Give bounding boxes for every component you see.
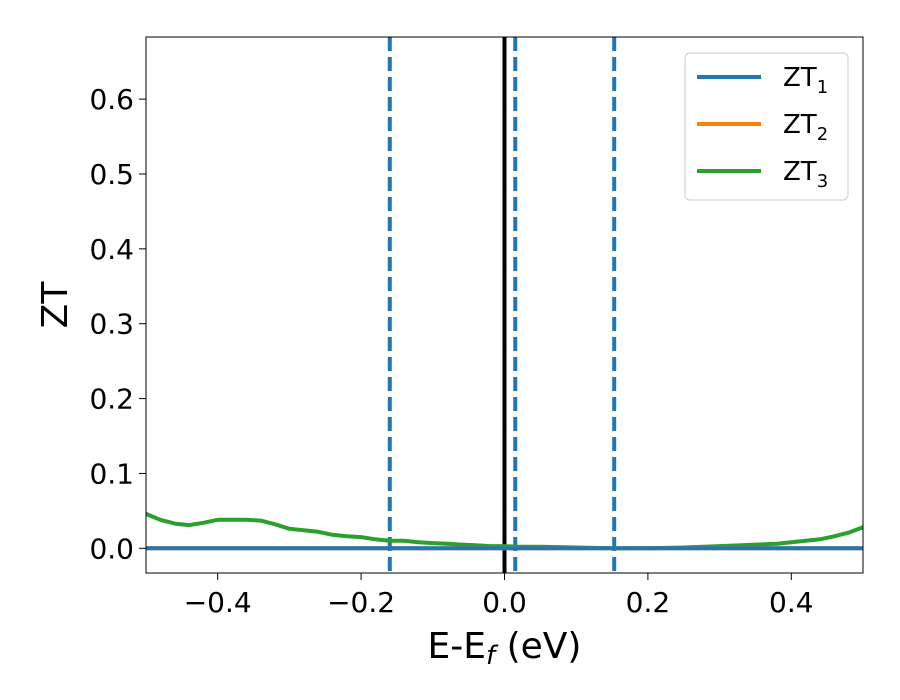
legend: ZT1 ZT2 ZT3 (684, 52, 849, 201)
x-tick-label: −0.4 (184, 586, 252, 619)
x-axis-title: E-Ef (eV) (428, 626, 582, 671)
legend-label-zt2: ZT2 (783, 110, 828, 145)
x-tick-label: 0.4 (769, 586, 814, 619)
y-axis-title: ZT (35, 281, 76, 329)
x-axis-title-main: E-E (428, 626, 486, 667)
x-tick-label: 0.2 (626, 586, 671, 619)
plot-area (146, 37, 863, 573)
x-axis-title-unit: (eV) (495, 626, 581, 667)
y-tick-label: 0.6 (89, 83, 134, 116)
y-tick-label: 0.3 (89, 308, 134, 341)
legend-box (684, 52, 849, 201)
legend-label-zt3: ZT3 (783, 157, 828, 192)
y-axis: 0.0 0.1 0.2 0.3 0.4 0.5 0.6 (89, 83, 146, 565)
y-tick-label: 0.1 (89, 457, 134, 490)
series-line-zt3 (146, 511, 863, 551)
y-tick-label: 0.0 (89, 532, 134, 565)
legend-label-zt1: ZT1 (783, 63, 828, 98)
x-axis: −0.4 −0.2 0.0 0.2 0.4 (184, 573, 814, 619)
y-tick-label: 0.4 (89, 233, 134, 266)
y-tick-label: 0.2 (89, 383, 134, 416)
x-tick-label: 0.0 (482, 586, 527, 619)
y-tick-label: 0.5 (89, 158, 134, 191)
x-tick-label: −0.2 (327, 586, 395, 619)
